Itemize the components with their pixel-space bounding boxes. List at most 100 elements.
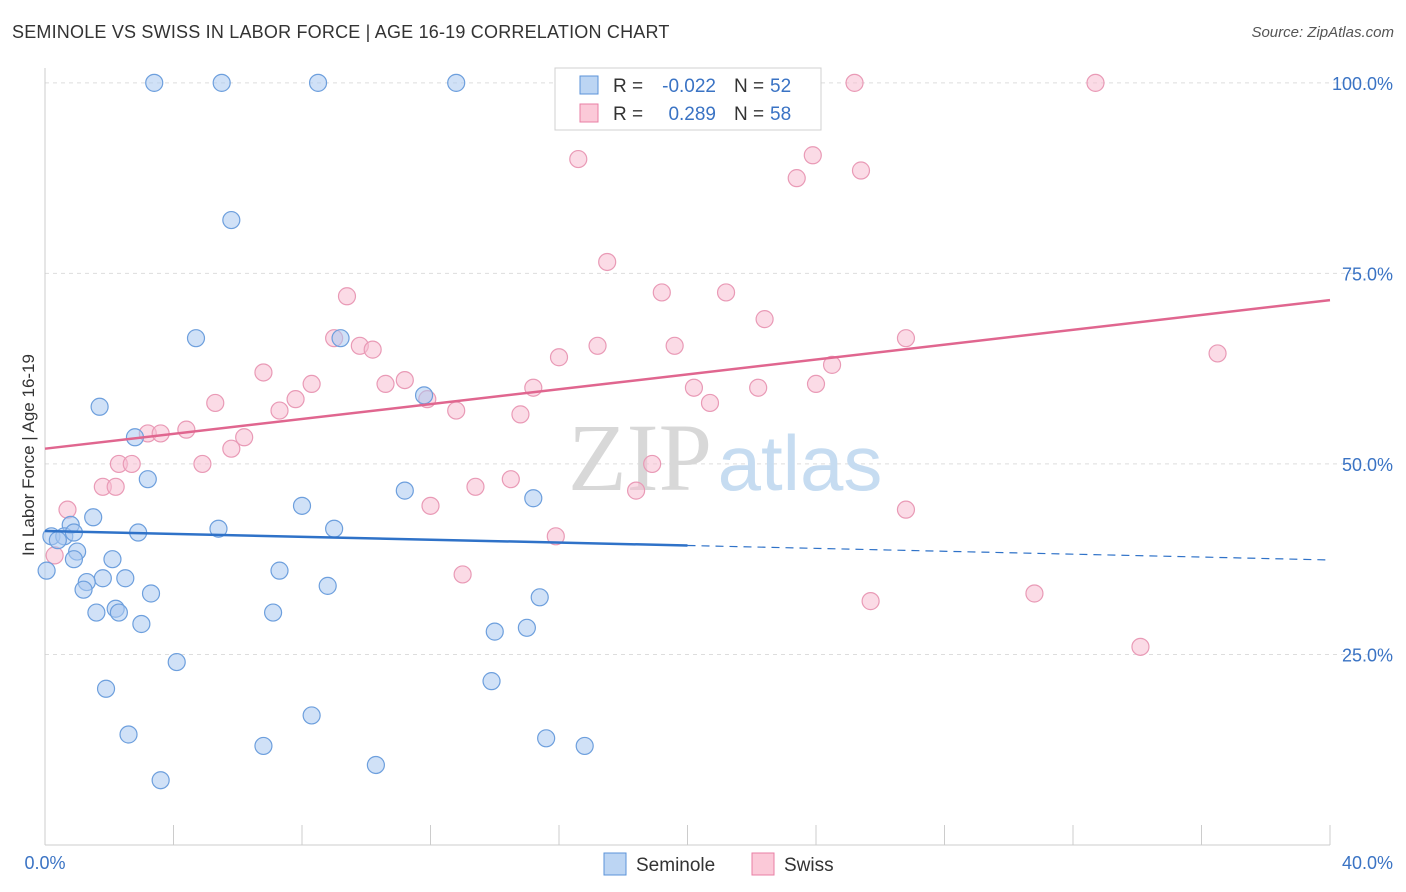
swiss-point [749,378,768,397]
stats-seminole-swatch [579,75,599,95]
swiss-point [447,401,466,420]
seminole-point [64,550,84,569]
seminole-point [209,519,228,538]
y-tick-label: 50.0% [1342,455,1393,475]
seminole-point [167,652,186,672]
swiss-point [466,477,485,496]
swiss-point [861,592,880,611]
swiss-point [787,169,806,188]
y-tick-label: 75.0% [1342,264,1393,284]
seminole-point [93,569,112,588]
stats-seminole-n: 52 [770,76,791,97]
y-axis-label: In Labor Force | Age 16-19 [19,354,38,556]
seminole-point [151,771,170,790]
swiss-point [588,336,607,355]
swiss-point [684,378,704,397]
stats-swiss-r: 0.289 [668,104,716,125]
swiss-points [45,73,1227,656]
seminole-point [292,496,312,515]
swiss-point [626,481,646,500]
y-tick-label: 100.0% [1332,74,1393,94]
seminole-points [37,73,594,790]
seminole-point [186,329,206,348]
seminole-point [485,622,504,641]
axes [44,68,1331,846]
gridlines [45,82,1370,655]
swiss-point [1025,584,1044,603]
seminole-point [575,736,594,756]
seminole-point [48,531,67,550]
watermark-atlas: atlas [718,419,883,507]
swiss-point [270,401,289,420]
swiss-point [598,252,617,272]
seminole-point [37,561,56,580]
swiss-point [851,161,871,180]
stats-swiss-n-label: N = [734,104,764,125]
swiss-point [1208,344,1227,363]
swiss-point [58,500,77,519]
seminole-point [103,550,122,569]
seminole-point [145,73,164,92]
seminole-point [222,210,241,230]
seminole-point [212,73,231,92]
seminole-point [414,386,434,405]
seminole-point [302,706,321,725]
stats-seminole-r: -0.022 [662,76,716,97]
x-tick-label: 40.0% [1342,853,1393,873]
x-tick-label: 0.0% [24,853,65,873]
legend-seminole-swatch [603,852,627,876]
seminole-point [132,614,151,634]
stats-seminole-n-label: N = [734,76,764,97]
trend-lines [44,298,1331,561]
seminole-point [537,729,556,748]
swiss-trend-line [44,298,1331,450]
swiss-point [106,477,125,496]
seminole-point [308,73,328,92]
swiss-point [206,393,225,413]
swiss-point [806,374,826,394]
swiss-point [235,428,254,447]
swiss-point [822,355,842,374]
seminole-point [318,576,337,595]
swiss-point [122,454,141,474]
swiss-point [652,283,671,302]
stats-swiss-swatch [579,103,599,123]
swiss-point [511,405,530,424]
seminole-point [109,603,128,622]
swiss-point [376,374,395,394]
swiss-point [569,149,588,169]
seminole-point [90,397,109,416]
swiss-point [45,546,64,565]
swiss-point [177,420,196,439]
seminole-point [141,584,161,603]
swiss-point [845,73,864,92]
y-tick-label: 25.0% [1342,645,1393,665]
stats-box: R = -0.022 N = 52 R = 0.289 N = 58 [554,67,822,131]
swiss-point [395,370,414,390]
bottom-legend: Seminole Swiss [603,852,834,876]
swiss-point [716,283,736,302]
seminole-point [530,588,549,607]
seminole-point [138,470,157,489]
seminole-point [119,725,138,744]
seminole-point [447,73,466,92]
swiss-point [421,496,440,515]
swiss-point [1131,637,1150,656]
legend-swiss-swatch [751,852,775,876]
swiss-point [286,390,305,409]
swiss-point [546,527,565,546]
swiss-point [453,565,472,584]
source-label: Source: ZipAtlas.com [1251,24,1394,41]
seminole-point [263,603,283,622]
legend-seminole-label: Seminole [636,855,715,876]
swiss-point [896,329,916,348]
chart-title: SEMINOLE VS SWISS IN LABOR FORCE | AGE 1… [12,22,670,42]
seminole-point [482,672,501,691]
seminole-point [84,508,103,527]
swiss-point [254,363,273,382]
seminole-point [87,603,106,622]
seminole-point [96,679,116,698]
swiss-point [549,348,569,367]
seminole-point [116,569,135,588]
